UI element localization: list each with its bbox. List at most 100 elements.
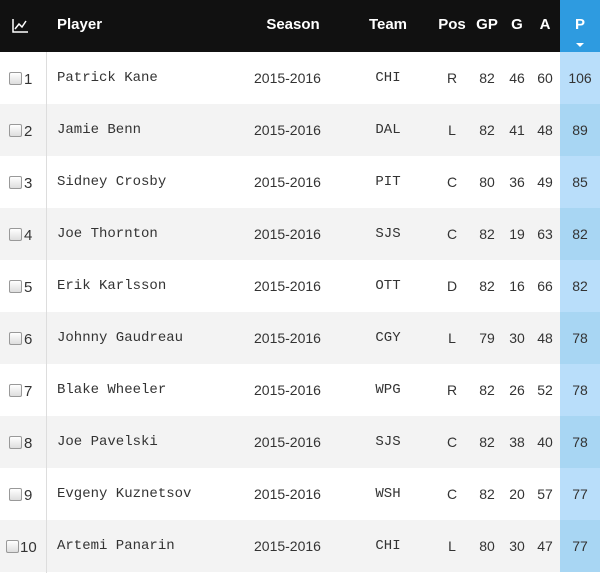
cell: 82: [479, 278, 495, 294]
sorted-column-cell: [560, 520, 600, 572]
cell[interactable]: Patrick Kane: [57, 70, 158, 86]
cell[interactable]: Blake Wheeler: [57, 382, 167, 398]
column-header[interactable]: Pos: [438, 16, 466, 33]
cell: 82: [572, 278, 588, 294]
rank: 6: [24, 331, 33, 348]
sorted-column-cell: [560, 260, 600, 312]
column-header[interactable]: Season: [266, 16, 320, 33]
cell: 2015-2016: [254, 278, 321, 294]
sorted-column-cell: [560, 104, 600, 156]
chart-icon[interactable]: [11, 18, 29, 34]
cell: 82: [479, 382, 495, 398]
cell: 82: [572, 226, 588, 242]
cell: 78: [572, 434, 588, 450]
row-checkbox[interactable]: [9, 228, 22, 241]
cell: 47: [537, 538, 553, 554]
cell: 36: [509, 174, 525, 190]
rank: 7: [24, 383, 33, 400]
row-checkbox[interactable]: [9, 176, 22, 189]
rank: 5: [24, 279, 33, 296]
cell: 80: [479, 538, 495, 554]
cell: 79: [479, 330, 495, 346]
cell: 30: [509, 538, 525, 554]
table-header: Player Season Team Pos GP G A P: [0, 0, 600, 52]
cell: CHI: [375, 538, 401, 554]
rank: 10: [20, 539, 37, 556]
sorted-column-cell: [560, 364, 600, 416]
table-row: 9 Evgeny Kuznetsov 2015-2016 WSH C 82 20 57 77: [0, 468, 600, 520]
cell: C: [446, 434, 458, 450]
row-checkbox[interactable]: [9, 488, 22, 501]
cell: CGY: [375, 330, 401, 346]
rank: 8: [24, 435, 33, 452]
column-header[interactable]: G: [511, 16, 523, 33]
rank: 4: [24, 227, 33, 244]
cell[interactable]: Evgeny Kuznetsov: [57, 486, 192, 502]
cell: 106: [568, 70, 592, 86]
cell: 60: [537, 70, 553, 86]
cell[interactable]: Johnny Gaudreau: [57, 330, 184, 346]
sorted-column-cell: [560, 416, 600, 468]
rank: 9: [24, 487, 33, 504]
cell: SJS: [375, 226, 401, 242]
column-header[interactable]: GP: [476, 16, 498, 33]
cell[interactable]: Artemi Panarin: [57, 538, 175, 554]
cell[interactable]: Sidney Crosby: [57, 174, 167, 190]
row-checkbox[interactable]: [9, 124, 22, 137]
cell[interactable]: Joe Thornton: [57, 226, 158, 242]
cell: 66: [537, 278, 553, 294]
cell: 49: [537, 174, 553, 190]
cell: 2015-2016: [254, 70, 321, 86]
row-checkbox[interactable]: [9, 384, 22, 397]
sort-arrow: [576, 43, 584, 47]
cell: 82: [479, 434, 495, 450]
table-row: 1 Patrick Kane 2015-2016 CHI R 82 46 60 106: [0, 52, 600, 104]
row-checkbox[interactable]: [9, 332, 22, 345]
cell: 82: [479, 486, 495, 502]
cell: 80: [479, 174, 495, 190]
column-header[interactable]: A: [539, 16, 551, 33]
cell[interactable]: Erik Karlsson: [57, 278, 167, 294]
row-checkbox[interactable]: [9, 72, 22, 85]
cell: 38: [509, 434, 525, 450]
row-checkbox[interactable]: [6, 540, 19, 553]
cell: L: [448, 330, 456, 346]
sorted-column-cell: [560, 156, 600, 208]
cell: 20: [509, 486, 525, 502]
column-header[interactable]: Player: [57, 16, 103, 33]
cell: 78: [572, 382, 588, 398]
column-header[interactable]: P: [574, 16, 585, 33]
cell: R: [446, 382, 458, 398]
cell[interactable]: Jamie Benn: [57, 122, 142, 138]
table-row: 6 Johnny Gaudreau 2015-2016 CGY L 79 30 48 78: [0, 312, 600, 364]
cell: C: [446, 174, 458, 190]
column-header[interactable]: Team: [368, 16, 408, 33]
table-row: 5 Erik Karlsson 2015-2016 OTT D 82 16 66 82: [0, 260, 600, 312]
rank: 1: [24, 71, 33, 88]
cell: PIT: [375, 174, 401, 190]
cell: D: [446, 278, 458, 294]
cell[interactable]: Joe Pavelski: [57, 434, 158, 450]
table-row: 10 Artemi Panarin 2015-2016 CHI L 80 30 47 77: [0, 520, 600, 572]
cell: CHI: [375, 70, 401, 86]
rank: 3: [24, 175, 33, 192]
cell: C: [446, 226, 458, 242]
table-row: 8 Joe Pavelski 2015-2016 SJS C 82 38 40 78: [0, 416, 600, 468]
cell: 82: [479, 226, 495, 242]
cell: 2015-2016: [254, 226, 321, 242]
cell: 77: [572, 538, 588, 554]
cell: 89: [572, 122, 588, 138]
cell: 63: [537, 226, 553, 242]
cell: 57: [537, 486, 553, 502]
rank: 2: [24, 123, 33, 140]
cell: 26: [509, 382, 525, 398]
sorted-column-cell: [560, 312, 600, 364]
cell: L: [448, 538, 456, 554]
cell: WSH: [375, 486, 401, 502]
row-checkbox[interactable]: [9, 280, 22, 293]
cell: 77: [572, 486, 588, 502]
cell: 40: [537, 434, 553, 450]
cell: 52: [537, 382, 553, 398]
row-checkbox[interactable]: [9, 436, 22, 449]
